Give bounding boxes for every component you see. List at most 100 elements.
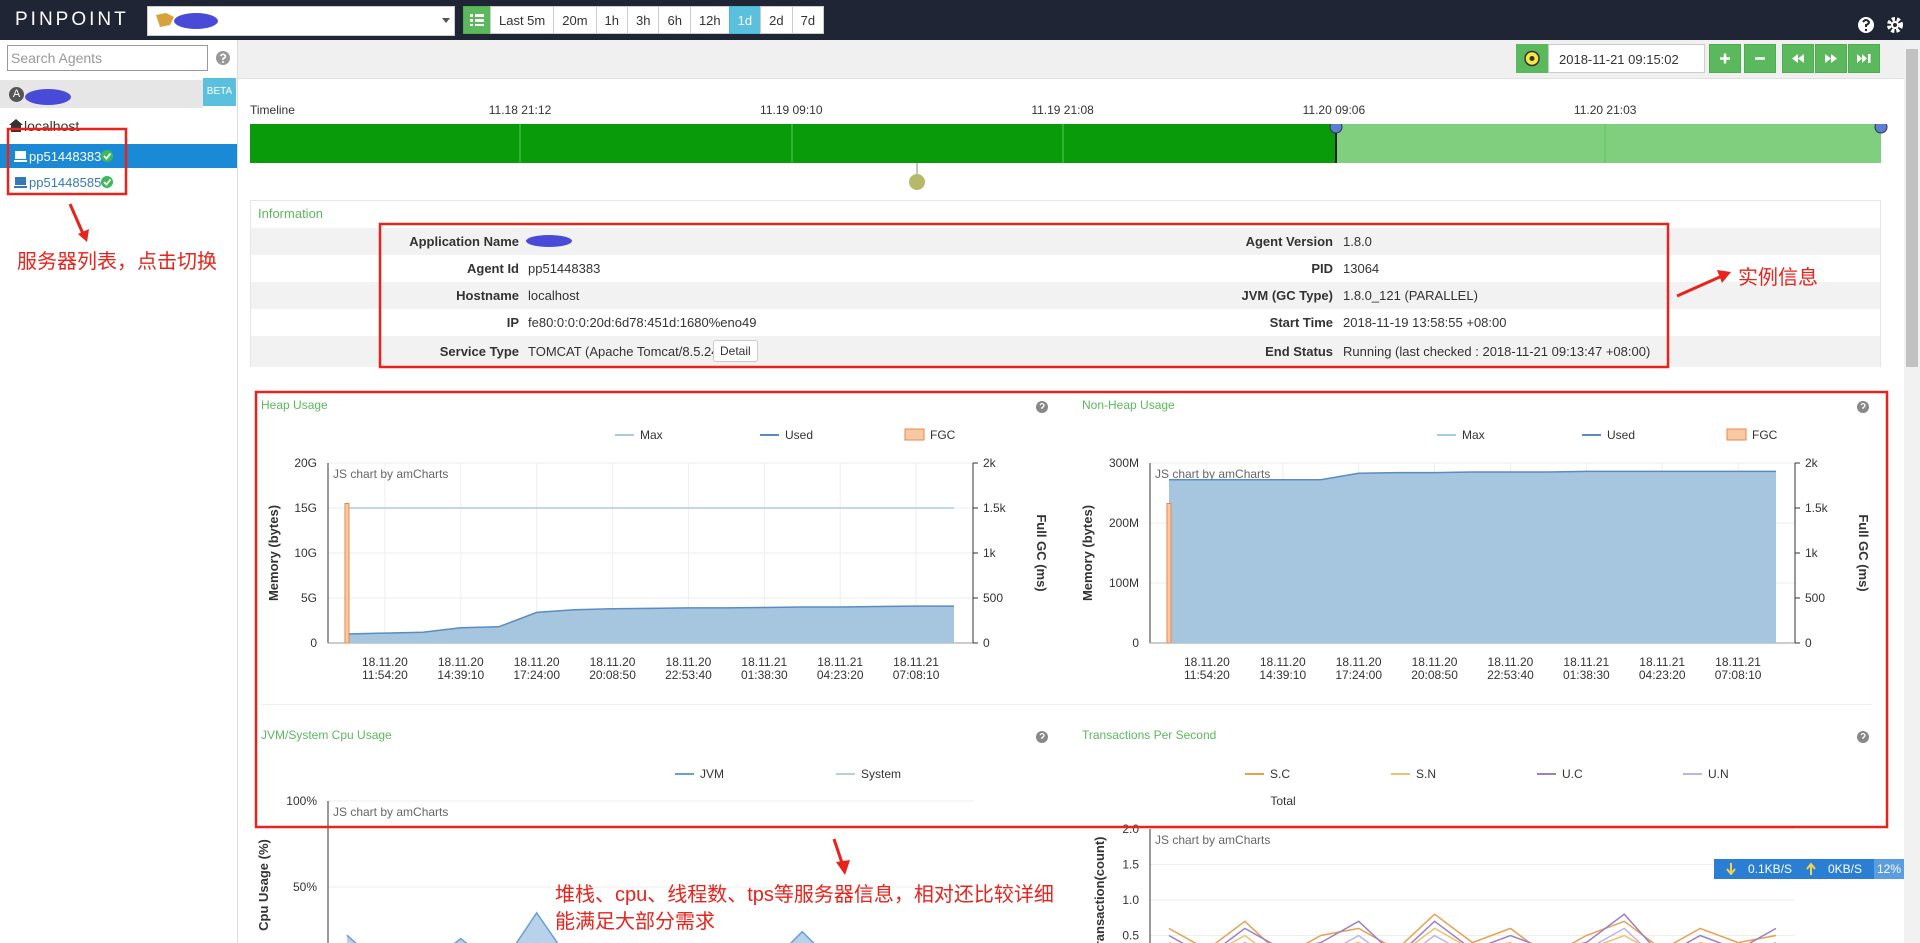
legend-label: Used [1607,428,1635,442]
logo[interactable]: PINPOINT [15,9,129,30]
time-button[interactable]: 12h [689,6,730,34]
chart-subtitle: Total [1270,794,1295,808]
info-label: Agent Version [1245,234,1333,249]
info-label: PID [1311,261,1333,276]
time-icon-graphic [1524,50,1540,67]
search-agents[interactable]: Search Agents [7,45,208,71]
legend-label: JVM [700,767,724,781]
y2-tick-label: 1k [983,546,997,560]
chart-title: JVM/System Cpu Usage [261,728,392,742]
y-tick-label: 1.5 [1122,858,1139,872]
y2-tick-label: 2k [983,456,997,470]
agent-icons [14,150,113,162]
header-icons[interactable] [1856,14,1912,36]
blurred-value [526,235,572,247]
agent-id[interactable]: pp51448585 [29,175,102,190]
area-fill [346,606,955,643]
zoom-out-button[interactable] [1744,44,1776,73]
help-icon[interactable] [1857,731,1869,743]
chart-title: Heap Usage [261,398,328,412]
x-tick-label: 18.11.20 11:54:20 [361,655,408,682]
info-value: fe80:0:0:0:20d:6d78:451d:1680%eno49 [528,315,757,330]
y2-tick-label: 2k [1805,456,1819,470]
beta-badge: BETA [203,78,236,106]
watermark: JS chart by amCharts [1155,833,1270,847]
time-button[interactable]: 6h [658,6,691,34]
info-label: Service Type [439,344,519,359]
scrollbar[interactable] [1904,40,1920,943]
agent-row[interactable]: pp51448585 [0,170,237,194]
time-button[interactable]: 1h [595,6,629,34]
time-button[interactable]: Last 5m [490,6,555,34]
next-button[interactable] [1815,44,1847,73]
fgc-bar [1166,503,1172,644]
help-icon[interactable] [1857,401,1869,413]
timeline-tick: 11.20 21:03 [1573,103,1637,117]
time-button[interactable]: 2d [760,6,793,34]
time-button[interactable]: 7d [791,6,825,34]
y-tick-label: 20G [294,456,317,470]
legend-label: Used [785,428,813,442]
x-tick-label: 18.11.20 11:54:20 [1183,655,1230,682]
info-label: Hostname [456,288,519,303]
chart-divider [261,704,1872,705]
list-icon [470,14,484,26]
chart-title: Transactions Per Second [1082,728,1216,742]
y-tick-label: 100% [286,794,317,808]
watermark: JS chart by amCharts [1155,467,1270,481]
plus-icon [1720,53,1730,64]
y-tick-label: 0.5 [1122,929,1139,943]
y-tick-label: 15G [294,501,317,515]
download-rate: 0.1KB/S [1748,862,1793,876]
chart-title: Non-Heap Usage [1082,398,1175,412]
help-icon[interactable] [215,50,231,66]
information-title: Information [258,206,324,221]
fgc-bar [344,503,350,644]
datetime-input[interactable]: 2018-11-21 09:15:02 [1548,44,1705,73]
app-selector[interactable] [147,6,455,36]
y-tick-label: 300M [1109,456,1139,470]
y2-tick-label: 0 [1805,636,1812,650]
last-icon [1857,54,1871,63]
time-button[interactable]: 20m [553,6,597,34]
last-button[interactable] [1848,44,1880,73]
help-icon[interactable] [1036,401,1048,413]
zoom-in-button[interactable] [1709,44,1741,73]
scrollbar-thumb[interactable] [1906,49,1918,367]
time-button[interactable]: 1d [728,6,762,34]
info-row-bg [251,336,1880,367]
list-button[interactable] [463,6,491,34]
blurred-name [25,89,71,105]
timeline-tick: 11.19 21:08 [1031,103,1094,117]
info-value: pp51448383 [528,261,601,276]
info-value: 13064 [1343,261,1380,276]
info-label: JVM (GC Type) [1241,288,1334,303]
time-icon[interactable] [1516,44,1548,73]
annotation-details: 堆栈、cpu、线程数、tps等服务器信息，相对还比较详细 [555,884,1054,906]
x-tick-label: 18.11.21 04:23:20 [1638,655,1686,682]
agent-id[interactable]: pp51448383 [29,149,102,164]
annotation-details: 能满足大部分需求 [555,911,715,933]
y2-tick-label: 1.5k [983,501,1007,515]
prev-button[interactable] [1782,44,1814,73]
y-axis-title: Memory (bytes) [1080,505,1095,601]
prev-icon [1792,54,1804,63]
timeline-bar[interactable] [250,124,1890,194]
x-tick-label: 18.11.20 14:39:10 [437,655,485,682]
agent-row[interactable]: pp51448383 [0,144,237,168]
area-line [1168,470,1777,481]
sidebar [0,40,238,943]
info-label: IP [506,315,519,330]
avatar: A [9,87,24,102]
y2-axis-title: Full GC (ms) [1856,514,1871,591]
x-tick-label: 18.11.20 17:24:00 [1335,655,1383,682]
x-tick-label: 18.11.21 07:08:10 [1714,655,1762,682]
y2-tick-label: 500 [1805,591,1825,605]
detail-button[interactable]: Detail [713,340,758,362]
cpu-rate: 12% [1874,859,1904,879]
network-widget: 0.1KB/S 0KB/S 12% [1714,859,1904,879]
watermark: JS chart by amCharts [333,467,448,481]
info-label: Application Name [409,234,519,249]
x-tick-label: 18.11.20 20:08:50 [589,655,636,682]
help-icon[interactable] [1036,731,1048,743]
